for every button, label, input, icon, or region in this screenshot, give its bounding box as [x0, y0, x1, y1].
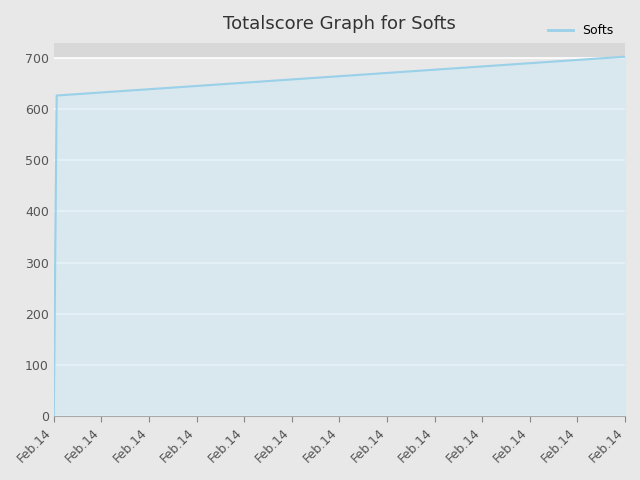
- Softs: [156, 85, 164, 91]
- Softs: [593, 56, 600, 61]
- Line: Softs: Softs: [54, 57, 625, 416]
- Bar: [54, 43, 625, 58]
- Title: Totalscore Graph for Softs: Totalscore Graph for Softs: [223, 15, 456, 33]
- Softs: [202, 83, 210, 88]
- Legend: Softs: Softs: [543, 19, 619, 42]
- Softs: [73, 91, 81, 97]
- Softs: [621, 54, 629, 60]
- Softs: [84, 90, 92, 96]
- Softs: [572, 57, 580, 63]
- Softs: [50, 413, 58, 419]
